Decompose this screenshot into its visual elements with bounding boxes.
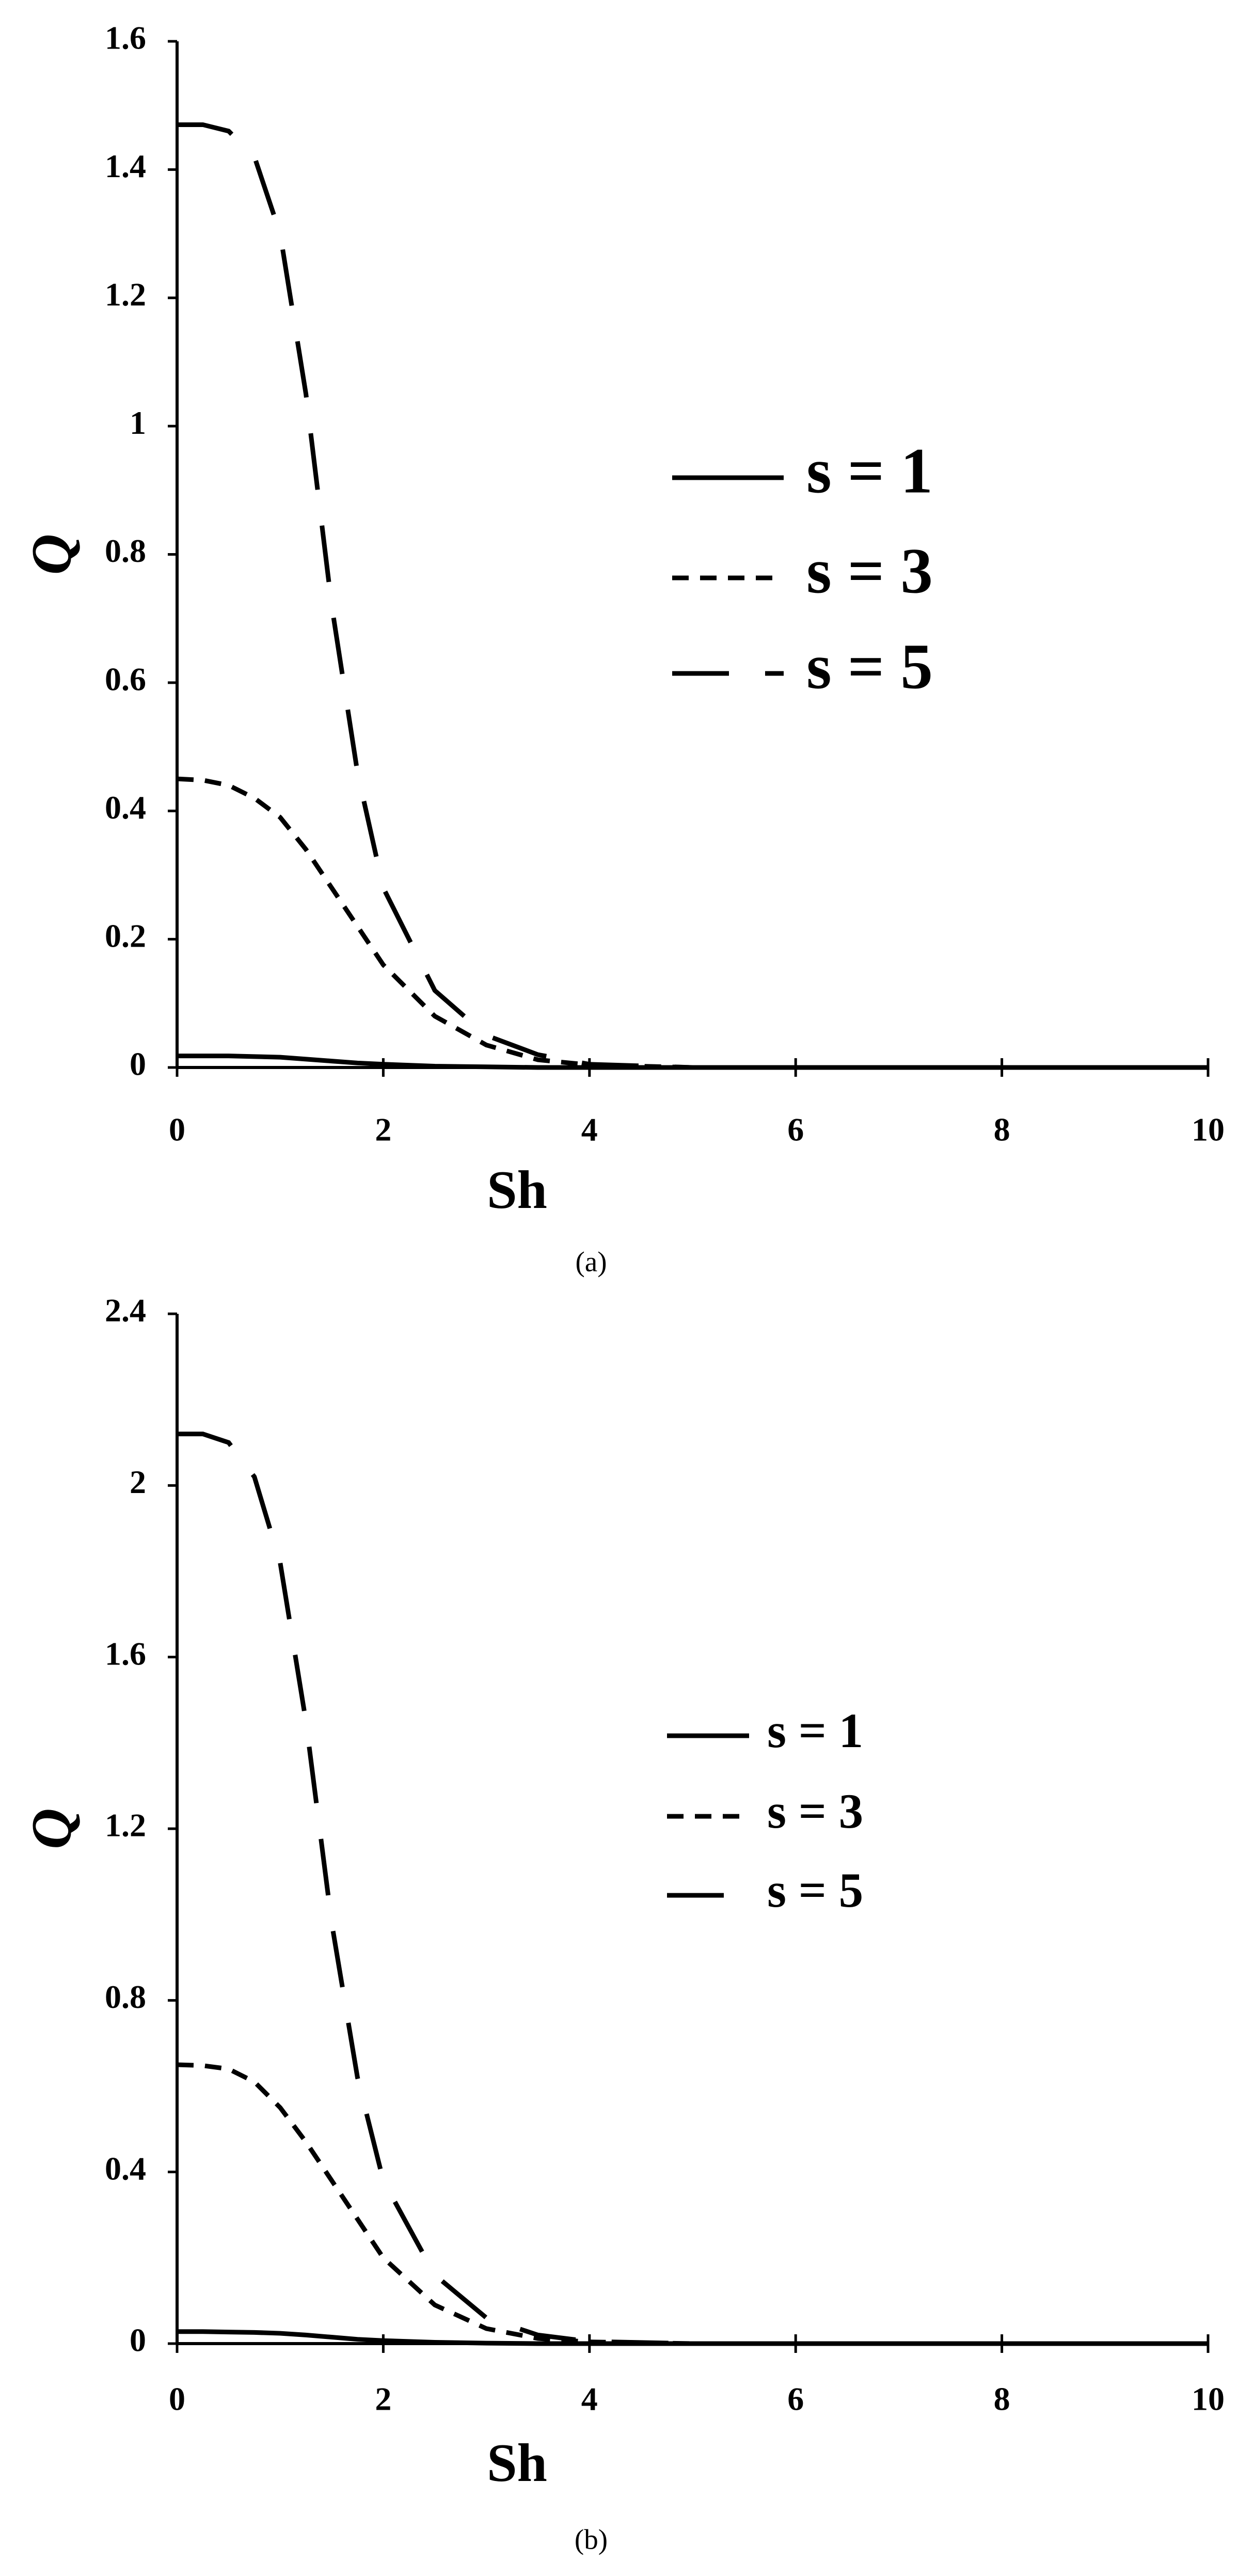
y-tick-label: 1.2 — [105, 1807, 146, 1844]
y-tick-label: 0.4 — [105, 789, 146, 826]
x-tick-label: 2 — [375, 1111, 391, 1148]
y-tick-label: 2.4 — [105, 1292, 146, 1329]
legend-label: s = 1 — [767, 1703, 863, 1758]
x-tick-label: 8 — [994, 2381, 1010, 2417]
y-tick-label: 2 — [130, 1464, 146, 1500]
series-line — [177, 2329, 1208, 2346]
caption: (b) — [575, 2524, 608, 2555]
x-tick-label: 6 — [787, 2381, 804, 2417]
x-tick-label: 4 — [581, 2381, 598, 2417]
series-line — [177, 122, 1208, 1070]
x-axis-label: Sh — [487, 1159, 547, 1220]
series-line — [177, 776, 1208, 1070]
y-tick-label: 0.8 — [105, 1978, 146, 2015]
x-tick-label: 10 — [1192, 1111, 1225, 1148]
legend-label: s = 3 — [767, 1784, 863, 1839]
y-tick-label: 0 — [130, 2322, 146, 2359]
legend-label: s = 5 — [767, 1863, 863, 1918]
y-tick-label: 0.4 — [105, 2150, 146, 2187]
series-line — [177, 1432, 1208, 2346]
y-tick-label: 0.6 — [105, 661, 146, 698]
x-tick-label: 4 — [581, 1111, 598, 1148]
x-tick-label: 2 — [375, 2381, 391, 2417]
y-tick-label: 1.2 — [105, 276, 146, 312]
y-tick-label: 1 — [130, 404, 146, 441]
x-tick-label: 0 — [169, 2381, 185, 2417]
caption: (a) — [575, 1246, 607, 1278]
x-tick-label: 0 — [169, 1111, 185, 1148]
legend-label: s = 1 — [806, 436, 933, 507]
x-tick-label: 8 — [994, 1111, 1010, 1148]
x-axis-label: Sh — [487, 2432, 547, 2493]
x-tick-label: 10 — [1192, 2381, 1225, 2417]
y-tick-label: 1.6 — [105, 1635, 146, 1672]
y-tick-label: 0.2 — [105, 917, 146, 954]
y-tick-label: 0 — [130, 1046, 146, 1082]
y-axis-label: Q — [20, 534, 83, 575]
series-line — [177, 2062, 1208, 2346]
y-axis-label: Q — [20, 1808, 83, 1849]
y-tick-label: 1.4 — [105, 148, 146, 184]
y-tick-label: 0.8 — [105, 532, 146, 569]
legend-label: s = 3 — [806, 536, 933, 607]
y-tick-label: 1.6 — [105, 20, 146, 56]
legend-label: s = 5 — [806, 632, 933, 703]
x-tick-label: 6 — [787, 1111, 804, 1148]
